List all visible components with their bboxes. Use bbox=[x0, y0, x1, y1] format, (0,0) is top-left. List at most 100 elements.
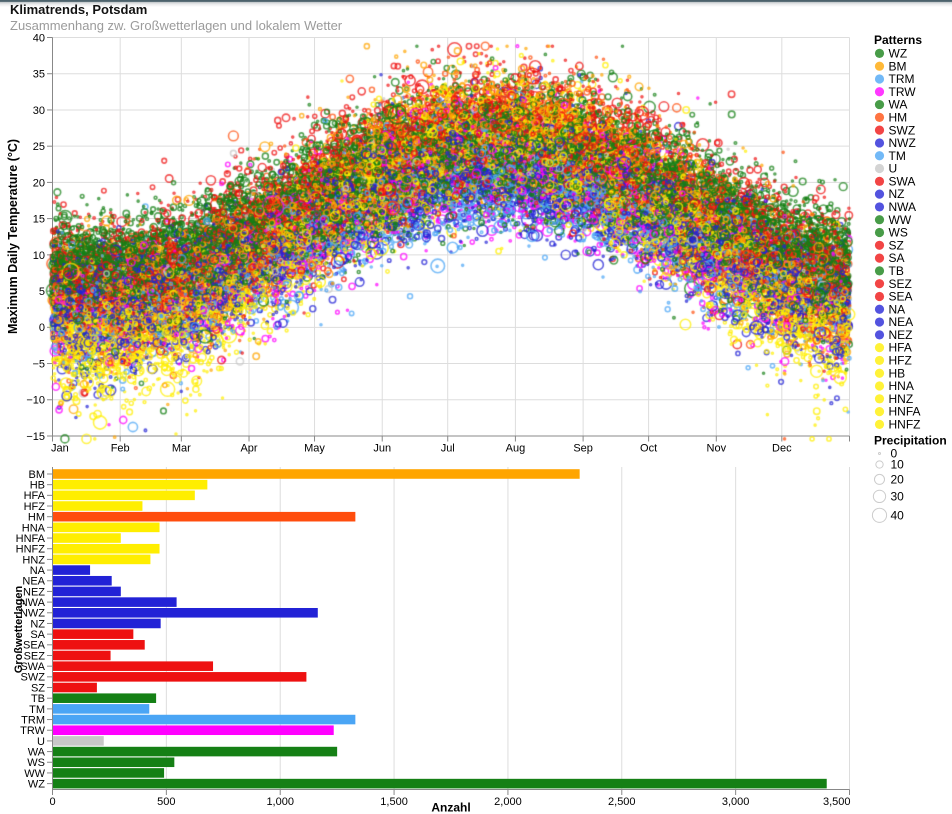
legend-swatch-hnfz bbox=[874, 419, 885, 429]
scatter-x-tick-label: Aug bbox=[506, 443, 526, 455]
legend-swatch-trw bbox=[874, 87, 885, 97]
bar-x-tick-label: 1,000 bbox=[266, 796, 294, 808]
legend-swatch-hnz bbox=[874, 394, 885, 404]
bar bbox=[52, 661, 214, 671]
bar bbox=[52, 469, 580, 479]
legend-swatch-nz bbox=[874, 189, 885, 199]
bar bbox=[52, 682, 97, 693]
scatter-y-tick-label: 30 bbox=[33, 105, 45, 117]
size-legend-circle bbox=[875, 460, 884, 469]
scatter-x-tick-label: Oct bbox=[640, 443, 657, 455]
scatter-x-tick-label: Nov bbox=[707, 443, 727, 455]
scatter-x-tick-label: Feb bbox=[111, 443, 130, 455]
bar-y-tick-label: WZ bbox=[28, 779, 45, 791]
legend-swatch-swa bbox=[874, 176, 885, 186]
size-legend-item: 20 bbox=[873, 473, 905, 487]
size-legend-label: 30 bbox=[891, 490, 905, 504]
legend-swatch-trm bbox=[874, 74, 885, 84]
size-legend-circle bbox=[878, 452, 881, 455]
scatter-y-tick-label: 0 bbox=[39, 322, 45, 334]
legend-swatch-sez bbox=[874, 279, 885, 289]
size-legend-label: 20 bbox=[891, 473, 905, 487]
bar bbox=[52, 597, 177, 607]
legend-swatch-na bbox=[874, 304, 885, 314]
scatter-y-axis-title: Maximum Daily Temperature (°C) bbox=[6, 139, 20, 334]
bar bbox=[52, 511, 356, 522]
scatter-y-tick-label: 35 bbox=[33, 69, 45, 81]
size-legend-circle bbox=[871, 507, 888, 523]
bar-x-tick-label: 3,500 bbox=[823, 796, 851, 808]
bar-marks bbox=[52, 469, 827, 789]
bar-x-tick-label: 0 bbox=[49, 796, 55, 808]
legend-swatch-nwz bbox=[874, 138, 885, 148]
bar bbox=[52, 575, 112, 586]
bar bbox=[52, 725, 334, 736]
legend-swatch-hm bbox=[874, 112, 885, 122]
bar bbox=[52, 650, 111, 661]
bar bbox=[52, 586, 121, 597]
legend-swatch-hfz bbox=[874, 355, 885, 366]
scatter-x-tick-label: Mar bbox=[172, 443, 191, 455]
bar bbox=[52, 704, 150, 714]
scatter-axes: 40 35 30 25 20 15 10 5 0 −5 −10 −15 Jan Feb Mar Apr May J… bbox=[26, 32, 850, 455]
legend-swatch-wa bbox=[874, 99, 885, 110]
legend-swatch-hfa bbox=[874, 343, 885, 353]
legend-swatch-bm bbox=[874, 61, 885, 71]
scatter-x-tick-label: Jun bbox=[373, 443, 391, 455]
bar bbox=[52, 565, 91, 575]
size-legend-circle bbox=[873, 473, 886, 485]
size-legend-item: 10 bbox=[875, 458, 905, 472]
bar bbox=[52, 533, 121, 543]
bar-x-axis-title: Anzahl bbox=[431, 801, 470, 814]
size-legend-item: 40 bbox=[871, 507, 905, 523]
bar bbox=[52, 554, 151, 565]
scatter-x-tick-label: Jan bbox=[51, 443, 69, 455]
legend-swatch-hnfa bbox=[874, 407, 885, 417]
legend-swatch-hna bbox=[874, 381, 885, 391]
bar-x-tick-label: 3,000 bbox=[722, 796, 750, 808]
scatter-y-tick-label: 40 bbox=[33, 32, 45, 44]
scatter-y-tick-label: −5 bbox=[32, 358, 45, 370]
size-legend-label: 10 bbox=[891, 458, 905, 472]
scatter-y-tick-label: 10 bbox=[33, 250, 45, 262]
legend-swatch-u bbox=[874, 163, 885, 174]
scatter-x-tick-label: Jul bbox=[441, 443, 455, 455]
legend-swatch-sz bbox=[874, 240, 885, 250]
legend-swatch-tm bbox=[874, 151, 885, 161]
legend-label: HNFZ bbox=[889, 417, 921, 431]
bar bbox=[52, 778, 827, 789]
scatter-y-tick-label: −15 bbox=[26, 431, 45, 443]
bar bbox=[52, 757, 175, 768]
size-legend-item: 30 bbox=[872, 489, 905, 504]
legend-swatch-sa bbox=[874, 253, 885, 263]
scatter-x-tick-label: Apr bbox=[240, 443, 257, 455]
scatter-y-tick-label: 5 bbox=[39, 286, 45, 298]
scatter-x-tick-label: Dec bbox=[772, 443, 792, 455]
bar bbox=[52, 607, 318, 618]
scatter-x-tick-label: May bbox=[304, 443, 325, 455]
size-legend-label: 40 bbox=[891, 508, 905, 522]
bar-x-tick-label: 1,500 bbox=[380, 796, 408, 808]
size-legend-circle bbox=[872, 489, 887, 504]
bar bbox=[52, 672, 307, 682]
legend-swatch-swz bbox=[874, 125, 885, 135]
bar bbox=[52, 522, 160, 533]
bar bbox=[52, 629, 134, 639]
bar-x-tick-label: 2,000 bbox=[494, 796, 522, 808]
scatter-y-tick-label: 15 bbox=[33, 214, 45, 226]
bar bbox=[52, 618, 161, 629]
bar bbox=[52, 490, 195, 501]
precipitation-legend-title: Precipitation bbox=[874, 434, 947, 448]
legend-swatch-nwa bbox=[874, 202, 885, 212]
scatter-y-tick-label: 20 bbox=[33, 177, 45, 189]
bar-x-tick-label: 500 bbox=[157, 796, 175, 808]
bar-x-tick-label: 2,500 bbox=[608, 796, 636, 808]
legend-swatch-ww bbox=[874, 215, 885, 225]
bar bbox=[52, 640, 145, 650]
bar bbox=[52, 768, 165, 778]
legend-swatch-nea bbox=[874, 317, 885, 327]
legend-swatch-ws bbox=[874, 227, 885, 238]
